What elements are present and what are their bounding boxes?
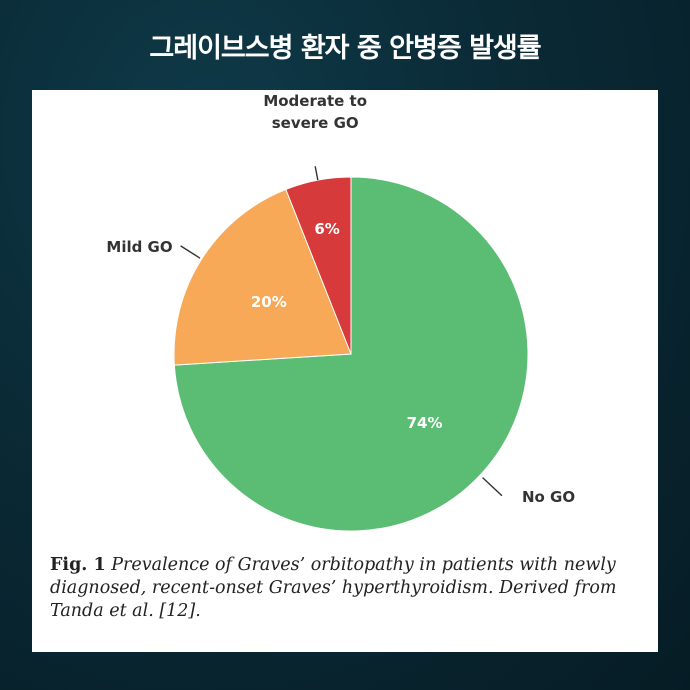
leader-line-mild-go: [180, 245, 201, 259]
slice-label-mild-go: 20%: [251, 293, 287, 311]
caption-text: Prevalence of Graves’ orbitopathy in pat…: [50, 555, 617, 621]
slice-label-moderate-go: 6%: [314, 220, 339, 238]
pie-slice-mild-go: [173, 188, 352, 366]
pie-chart: 74% No GO 20% Mild GO 6% Moderate to severe GO: [106, 92, 575, 532]
category-label-moderate-go: Moderate to severe GO: [263, 92, 367, 132]
page-headline: 그레이브스병 환자 중 안병증 발생률: [149, 33, 541, 64]
figure-caption: Fig. 1 Prevalence of Graves’ orbitopathy…: [50, 554, 650, 623]
leader-line-no-go: [482, 477, 503, 497]
slice-label-no-go: 74%: [407, 414, 443, 432]
figure-card: 74% No GO 20% Mild GO 6% Moderate to severe GO…: [32, 90, 658, 652]
category-label-mild-go: Mild GO: [106, 238, 172, 256]
leader-line-moderate-go: [314, 166, 319, 181]
category-label-no-go: No GO: [522, 488, 575, 506]
pie-slice-moderate-go: [285, 176, 352, 355]
caption-fig-label: Fig. 1: [50, 555, 106, 575]
